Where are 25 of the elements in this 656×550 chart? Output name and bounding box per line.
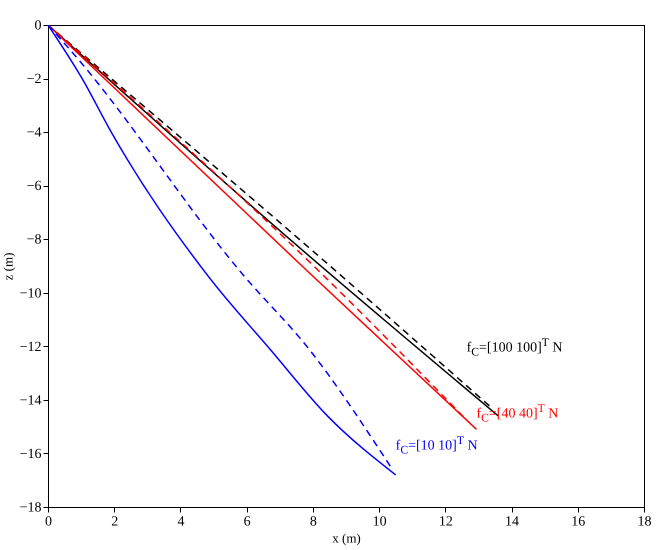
x-tick-label: 2: [111, 514, 118, 530]
x-tick-label: 12: [438, 514, 453, 530]
y-axis-title: z (m): [0, 252, 16, 280]
y-tick-label: −2: [26, 72, 42, 88]
annotation: f$_{C}$=[10 10]$^{T}$ N: [396, 434, 478, 456]
y-tick-label: −10: [20, 286, 42, 302]
y-tick-label: −14: [20, 393, 42, 408]
y-tick-label: −18: [20, 500, 42, 516]
y-tick-label: −6: [26, 179, 42, 194]
x-tick-label: 8: [310, 514, 317, 530]
y-tick-label: −16: [20, 446, 42, 462]
x-tick-label: 0: [45, 514, 52, 530]
x-tick-label: 4: [177, 514, 184, 530]
x-tick-label: 16: [571, 514, 586, 530]
annotation: f$_{C}$=[100 100]$^{T}$ N: [466, 336, 562, 359]
y-tick-label: −4: [26, 126, 42, 141]
x-axis-title: x (m): [332, 530, 361, 546]
y-tick-label: −12: [20, 340, 42, 355]
y-tick-label: −8: [26, 232, 42, 248]
annotation: f$_{C}$=[40 40]$^{T}$ N: [476, 402, 558, 425]
x-tick-label: 6: [244, 514, 251, 530]
x-tick-label: 14: [505, 514, 520, 530]
x-tick-label: 18: [638, 514, 652, 530]
y-tick-label: 0: [34, 18, 42, 34]
x-tick-label: 10: [372, 514, 387, 530]
